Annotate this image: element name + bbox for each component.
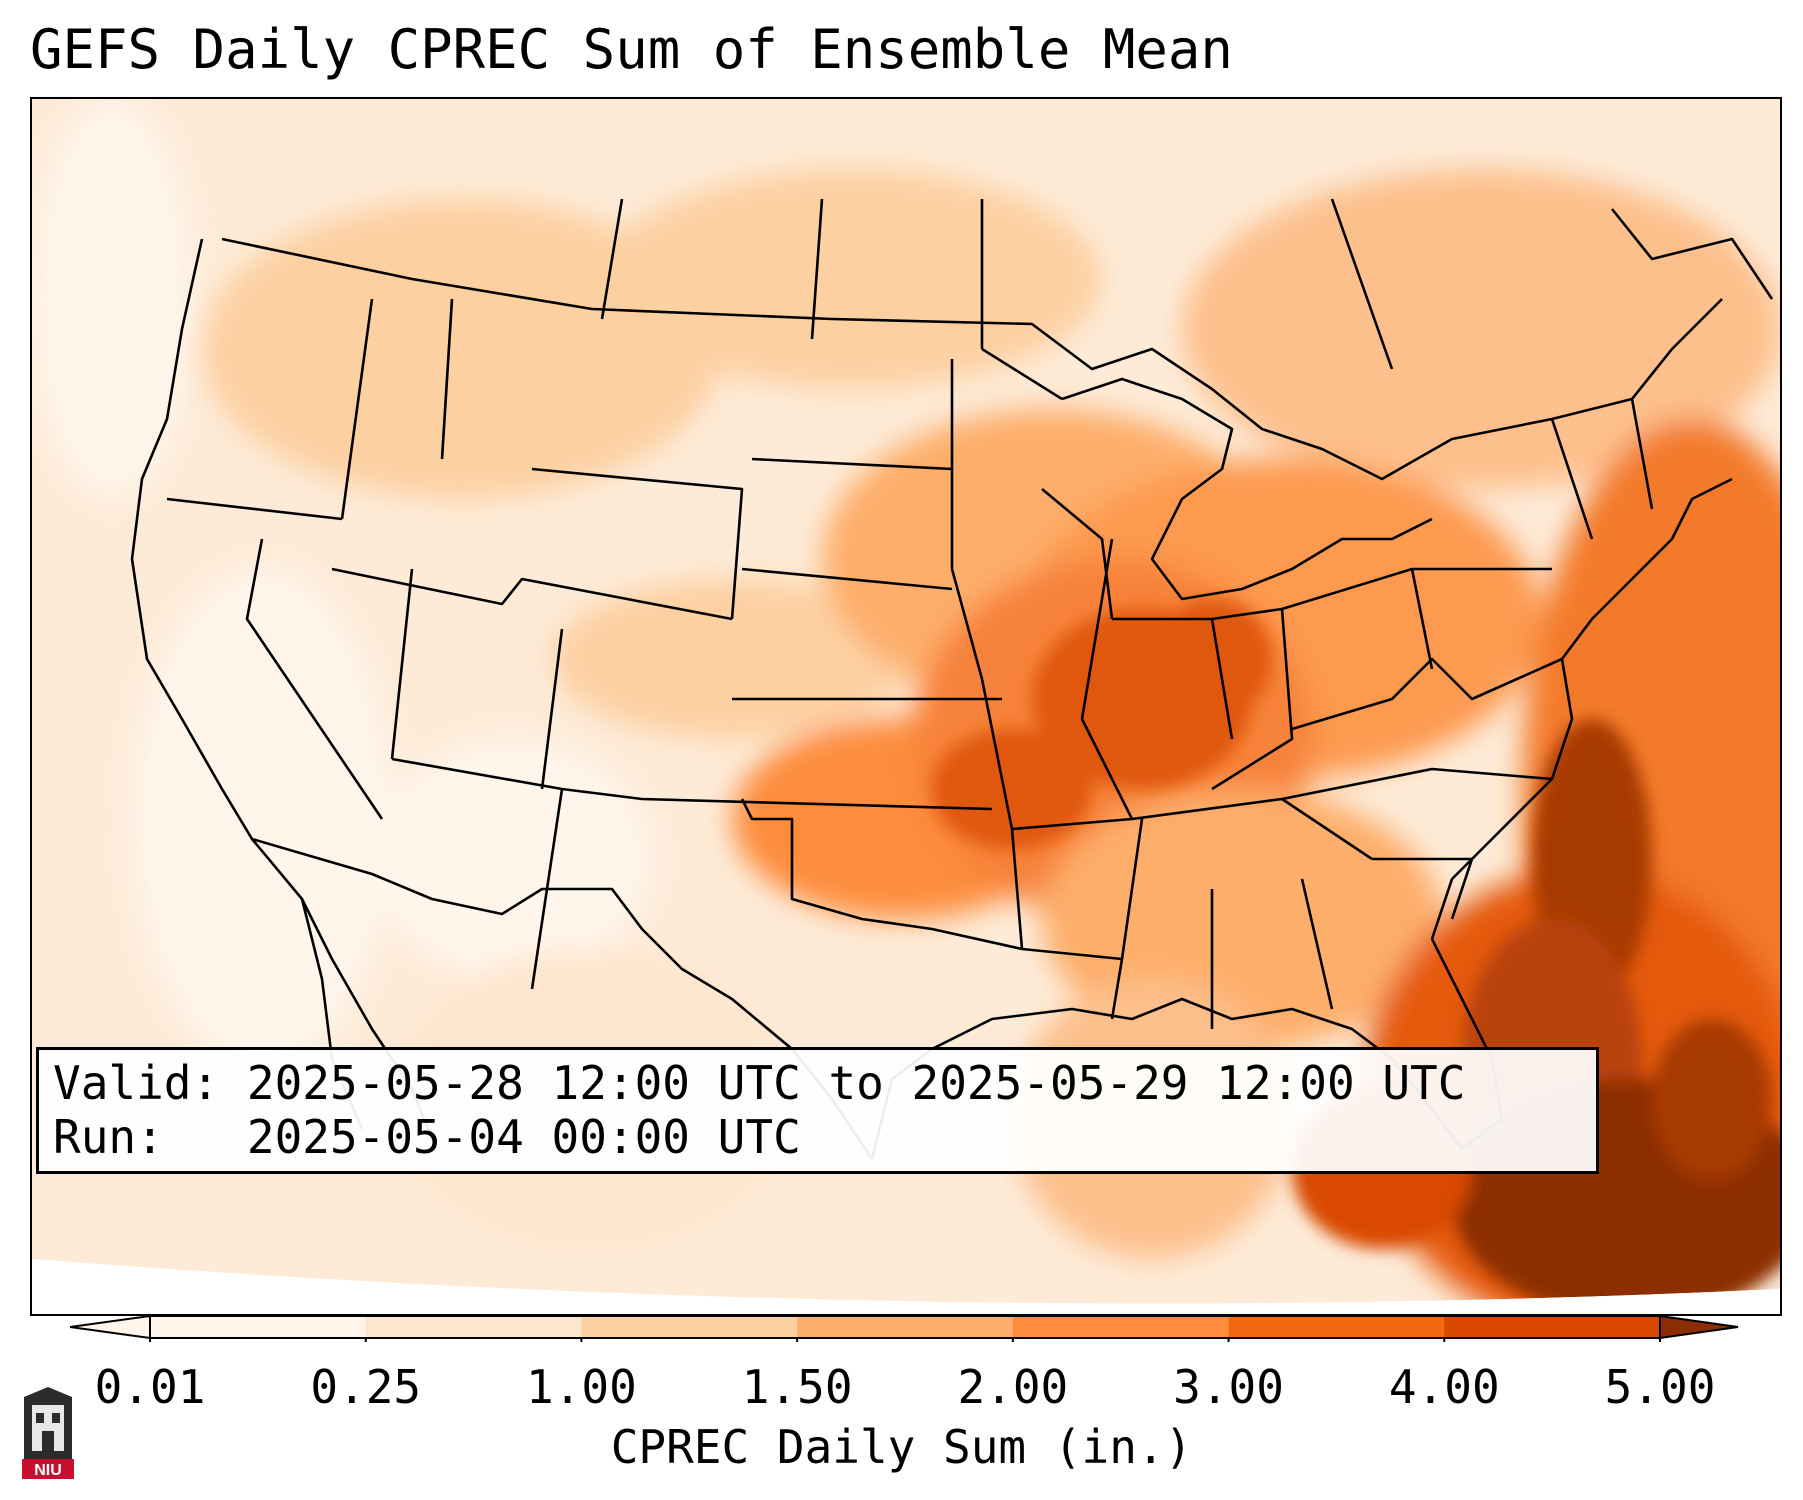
colorbar-tick-label: 2.00 [957, 1360, 1069, 1414]
colorbar-label: CPREC Daily Sum (in.) [610, 1420, 1193, 1474]
run-row: Run: 2025-05-04 00:00 UTC [53, 1110, 1582, 1164]
colorbar-segment [1228, 1316, 1445, 1338]
colorbar-tick-label: 5.00 [1604, 1360, 1716, 1414]
colorbar-segment [1444, 1316, 1661, 1338]
niu-logo: NIU [22, 1387, 74, 1479]
colorbar [70, 1314, 1739, 1342]
colorbar-segment [365, 1316, 582, 1338]
colorbar-segment [797, 1316, 1014, 1338]
valid-row: Valid: 2025-05-28 12:00 UTC to 2025-05-2… [53, 1056, 1582, 1110]
colorbar-segment [581, 1316, 798, 1338]
valid-label: Valid: [53, 1056, 220, 1110]
map-title: GEFS Daily CPREC Sum of Ensemble Mean [30, 18, 1233, 81]
colorbar-tick-label: 0.25 [310, 1360, 422, 1414]
colorbar-tick-label: 4.00 [1388, 1360, 1500, 1414]
colorbar-extend-high [1659, 1314, 1739, 1340]
colorbar-frame [149, 1315, 1661, 1339]
colorbar-extend-low [70, 1314, 151, 1340]
colorbar-tick-label: 3.00 [1173, 1360, 1284, 1414]
logo-text: NIU [34, 1462, 62, 1479]
valid-value: 2025-05-28 12:00 UTC to 2025-05-29 12:00… [246, 1056, 1466, 1110]
colorbar-segment [1012, 1316, 1230, 1338]
colorbar-tick-label: 0.01 [94, 1360, 206, 1414]
run-info-box: Valid: 2025-05-28 12:00 UTC to 2025-05-2… [36, 1047, 1599, 1174]
run-value: 2025-05-04 00:00 UTC [246, 1110, 801, 1164]
colorbar-tick-label: 1.00 [526, 1360, 637, 1414]
colorbar-tick-label: 1.50 [741, 1360, 853, 1414]
projection-edge [32, 1259, 1780, 1314]
run-label: Run: [53, 1110, 164, 1164]
colorbar-segment [150, 1316, 367, 1338]
